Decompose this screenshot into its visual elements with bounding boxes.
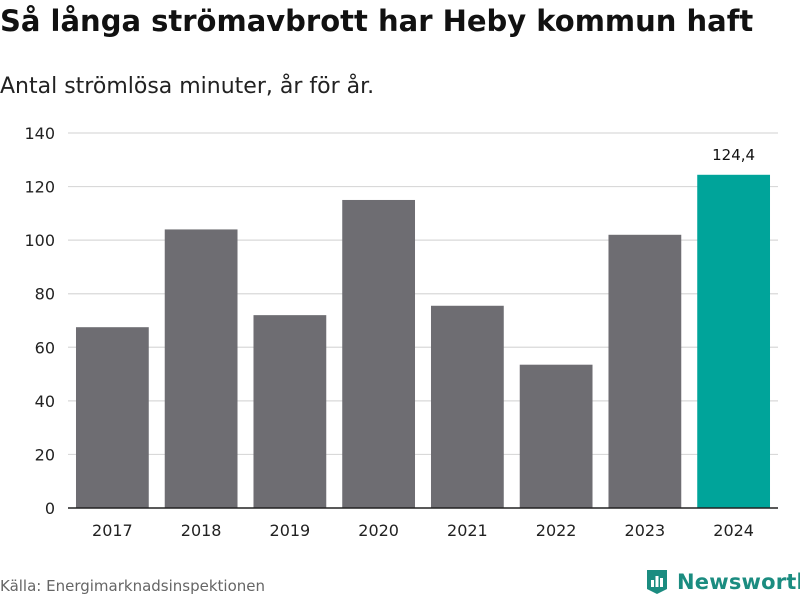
bar-chart: 0 20 40 60 80 100 120 140 2017 2018 2019 2020 2021 20… [24,124,778,540]
chart-subtitle: Antal strömlösa minuter, år för år. [0,74,375,99]
y-tick-label-20: 20 [35,445,55,464]
y-tick-label-80: 80 [35,285,55,304]
x-tick-label-2024: 2024 [713,521,754,540]
x-tick-label-2023: 2023 [625,521,666,540]
x-tick-label-2022: 2022 [536,521,577,540]
bar-2019 [253,315,327,508]
x-tick-label-2021: 2021 [447,521,488,540]
bar-2023 [608,234,682,509]
chart-title: Så långa strömavbrott har Heby kommun ha… [0,4,754,38]
bar-2021 [430,305,504,508]
x-tick-label-2019: 2019 [270,521,311,540]
brand-logo: Newsworthy [645,568,800,596]
y-tick-label-120: 120 [24,178,55,197]
bar-2018 [164,229,238,508]
data-label-2024: 124,4 [712,146,755,164]
x-tick-label-2017: 2017 [92,521,133,540]
bar-2017 [75,327,149,508]
bar-2022 [519,364,593,508]
x-tick-label-2018: 2018 [181,521,222,540]
newsworthy-logo-icon [647,570,667,594]
y-tick-label-100: 100 [24,231,55,250]
y-tick-label-0: 0 [45,499,55,518]
y-tick-label-140: 140 [24,124,55,143]
source-note: Källa: Energimarknadsinspektionen [0,577,266,595]
y-tick-label-40: 40 [35,392,55,411]
bar-2020 [342,199,416,508]
y-tick-label-60: 60 [35,338,55,357]
bar-2024 [697,174,771,509]
x-tick-label-2020: 2020 [358,521,399,540]
brand-name: Newsworthy [677,570,800,594]
